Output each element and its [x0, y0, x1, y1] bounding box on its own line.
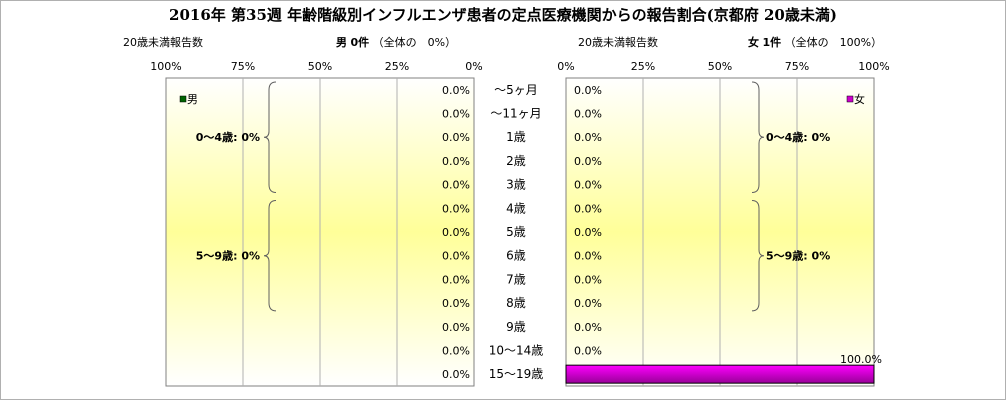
female-axis-tick-label: 0%	[557, 60, 574, 73]
female-count-caption: 20歳未満報告数	[578, 36, 658, 49]
age-category-label: 10～14歳	[489, 343, 544, 357]
female-value-label: 0.0%	[574, 273, 602, 286]
male-count-value: 0件	[350, 36, 370, 49]
age-category-label: 7歳	[506, 272, 526, 286]
female-bar	[565, 364, 875, 384]
female-group-brace	[751, 81, 765, 193]
male-count-caption: 20歳未満報告数	[123, 36, 203, 49]
male-value-label: 0.0%	[442, 131, 470, 144]
female-value-label: 0.0%	[574, 226, 602, 239]
female-value-label: 0.0%	[574, 179, 602, 192]
female-value-label: 0.0%	[574, 131, 602, 144]
female-group-label: 0～4歳: 0%	[766, 130, 830, 144]
age-category-label: 5歳	[506, 225, 526, 239]
female-value-label: 0.0%	[574, 155, 602, 168]
male-axis-tick-label: 75%	[231, 60, 255, 73]
female-axis-tick-label: 25%	[631, 60, 655, 73]
female-value-label: 0.0%	[574, 344, 602, 357]
male-value-label: 0.0%	[442, 368, 470, 381]
female-axis-tick-label: 100%	[858, 60, 889, 73]
female-value-label: 0.0%	[574, 108, 602, 121]
age-category-label: 3歳	[506, 178, 526, 192]
male-value-label: 0.0%	[442, 297, 470, 310]
age-category-label: 8歳	[506, 296, 526, 310]
male-axis-tick-label: 100%	[150, 60, 181, 73]
male-axis-tick-label: 50%	[308, 60, 332, 73]
male-sex-label: 男	[336, 36, 347, 49]
age-category-label: 6歳	[506, 249, 526, 263]
female-axis-tick-label: 50%	[708, 60, 732, 73]
female-count-header: 女 1件 （全体の 100%）	[748, 34, 882, 50]
female-value-label: 0.0%	[574, 321, 602, 334]
age-category-label: 4歳	[506, 201, 526, 215]
male-value-label: 0.0%	[442, 108, 470, 121]
male-value-label: 0.0%	[442, 179, 470, 192]
female-value-label: 0.0%	[574, 202, 602, 215]
male-value-label: 0.0%	[442, 226, 470, 239]
male-value-label: 0.0%	[442, 84, 470, 97]
male-value-label: 0.0%	[442, 250, 470, 263]
female-value-label: 100.0%	[840, 353, 882, 366]
female-group-brace	[751, 199, 765, 312]
age-category-label: 9歳	[506, 320, 526, 334]
age-category-label: 1歳	[506, 130, 526, 144]
female-sex-label: 女	[748, 36, 759, 49]
male-axis-tick-label: 25%	[385, 60, 409, 73]
age-category-label: 2歳	[506, 154, 526, 168]
age-category-label: ～5ヶ月	[494, 83, 538, 97]
female-value-label: 0.0%	[574, 297, 602, 310]
male-group-brace	[263, 81, 277, 193]
male-group-label: 5～9歳: 0%	[196, 249, 260, 263]
male-axis-tick-label: 0%	[465, 60, 482, 73]
female-count-value: 1件	[762, 36, 782, 49]
female-legend-label: 女	[854, 92, 865, 106]
female-axis-tick-label: 75%	[785, 60, 809, 73]
age-category-label: 15～19歳	[489, 367, 544, 381]
male-legend-swatch	[179, 95, 187, 103]
male-count-header: 男 0件 （全体の 0%）	[336, 34, 456, 50]
male-group-label: 0～4歳: 0%	[196, 130, 260, 144]
female-value-label: 0.0%	[574, 250, 602, 263]
male-share-text: （全体の 0%）	[372, 36, 457, 49]
male-value-label: 0.0%	[442, 155, 470, 168]
age-category-label: ～11ヶ月	[490, 107, 541, 121]
male-value-label: 0.0%	[442, 273, 470, 286]
female-share-text: （全体の 100%）	[784, 36, 883, 49]
female-group-label: 5～9歳: 0%	[766, 249, 830, 263]
female-value-label: 0.0%	[574, 84, 602, 97]
male-group-brace	[263, 199, 277, 312]
female-legend-swatch	[846, 95, 854, 103]
male-value-label: 0.0%	[442, 321, 470, 334]
male-value-label: 0.0%	[442, 344, 470, 357]
male-value-label: 0.0%	[442, 202, 470, 215]
male-legend-label: 男	[187, 93, 198, 106]
chart-title: 2016年 第35週 年齢階級別インフルエンザ患者の定点医療機関からの報告割合(…	[169, 6, 837, 24]
